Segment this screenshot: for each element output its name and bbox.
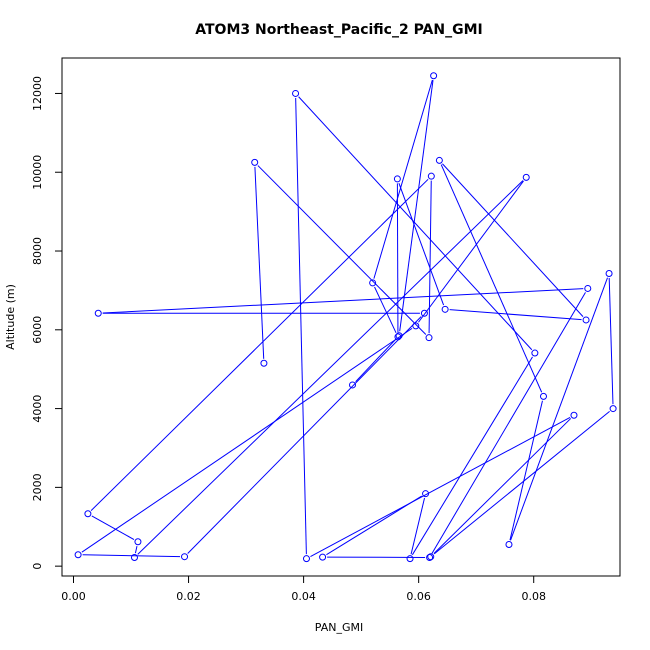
data-point [349, 381, 357, 389]
series-segment [509, 400, 543, 541]
x-axis: 0.00 0.02 0.04 0.06 0.08 [61, 575, 546, 603]
y-tick-label: 10000 [31, 155, 44, 190]
data-point [134, 538, 142, 546]
series-segment [608, 277, 614, 405]
series-segment [411, 356, 533, 556]
series-segment [187, 316, 422, 554]
series-layer [74, 72, 617, 563]
data-point [425, 334, 433, 342]
series-segment [410, 497, 426, 555]
data-point [412, 322, 420, 330]
series-segment [310, 416, 571, 557]
series-segment [82, 554, 181, 558]
x-axis-label: PAN_GMI [315, 621, 363, 634]
series-segment [355, 338, 397, 383]
data-point [393, 175, 401, 183]
series-segment [433, 418, 572, 554]
y-tick-label: 4000 [31, 395, 44, 423]
series-segment [91, 515, 135, 540]
data-point [605, 269, 613, 277]
series-segment [399, 80, 434, 332]
data-point [130, 553, 138, 561]
x-tick-label: 0.00 [61, 590, 86, 603]
data-point [369, 279, 377, 287]
data-point [181, 553, 189, 561]
data-point [394, 333, 402, 341]
data-point [570, 411, 578, 419]
data-point [251, 158, 259, 166]
series-segment [431, 292, 586, 554]
data-point [522, 173, 530, 181]
data-point [609, 405, 617, 413]
data-point [74, 551, 82, 559]
data-point [426, 553, 434, 561]
data-point [406, 555, 414, 563]
plot-area-border [61, 57, 621, 577]
series-segment [102, 288, 584, 314]
series-segment [257, 165, 427, 335]
x-tick-label: 0.04 [291, 590, 316, 603]
series-segment [428, 180, 432, 334]
data-point [584, 284, 592, 292]
series-segment [396, 183, 399, 333]
series-segment [449, 309, 582, 321]
data-point [84, 510, 92, 518]
series-segment [418, 180, 524, 323]
series-segment [298, 96, 533, 351]
data-point [427, 553, 435, 561]
series-segment [398, 182, 445, 306]
data-point [422, 490, 430, 498]
data-point [292, 89, 300, 97]
data-point [260, 359, 268, 367]
series-segment [90, 178, 429, 511]
series-segment [373, 79, 433, 279]
x-tick-label: 0.08 [521, 590, 546, 603]
data-point [435, 156, 443, 164]
data-point [430, 72, 438, 80]
series-segment [442, 163, 584, 317]
data-point [395, 332, 403, 340]
data-point [420, 309, 428, 317]
data-point [302, 555, 310, 563]
chart-title: ATOM3 Northeast_Pacific_2 PAN_GMI [195, 22, 483, 38]
series-segment [295, 97, 307, 555]
data-point [94, 309, 102, 317]
data-point [531, 349, 539, 357]
x-tick-label: 0.02 [176, 590, 201, 603]
series-segment [433, 411, 610, 555]
series-segment [137, 180, 524, 555]
y-axis: 0 2000 4000 6000 8000 10000 12000 [31, 76, 63, 570]
data-point [427, 172, 435, 180]
series-segment [254, 166, 265, 359]
y-tick-label: 8000 [31, 237, 44, 265]
y-tick-label: 6000 [31, 316, 44, 344]
series-segment [440, 164, 543, 393]
data-point [319, 553, 327, 561]
data-point [539, 392, 547, 400]
y-axis-label: Altitude (m) [4, 284, 17, 350]
y-tick-label: 12000 [31, 76, 44, 111]
series-segment [134, 546, 138, 554]
y-tick-label: 2000 [31, 473, 44, 501]
data-point [441, 305, 449, 313]
series-segment [374, 286, 397, 334]
series-segment [81, 327, 413, 553]
series-segment [510, 277, 608, 541]
data-point [505, 540, 513, 548]
x-tick-label: 0.06 [406, 590, 431, 603]
y-tick-label: 0 [31, 563, 44, 570]
data-point [582, 316, 590, 324]
